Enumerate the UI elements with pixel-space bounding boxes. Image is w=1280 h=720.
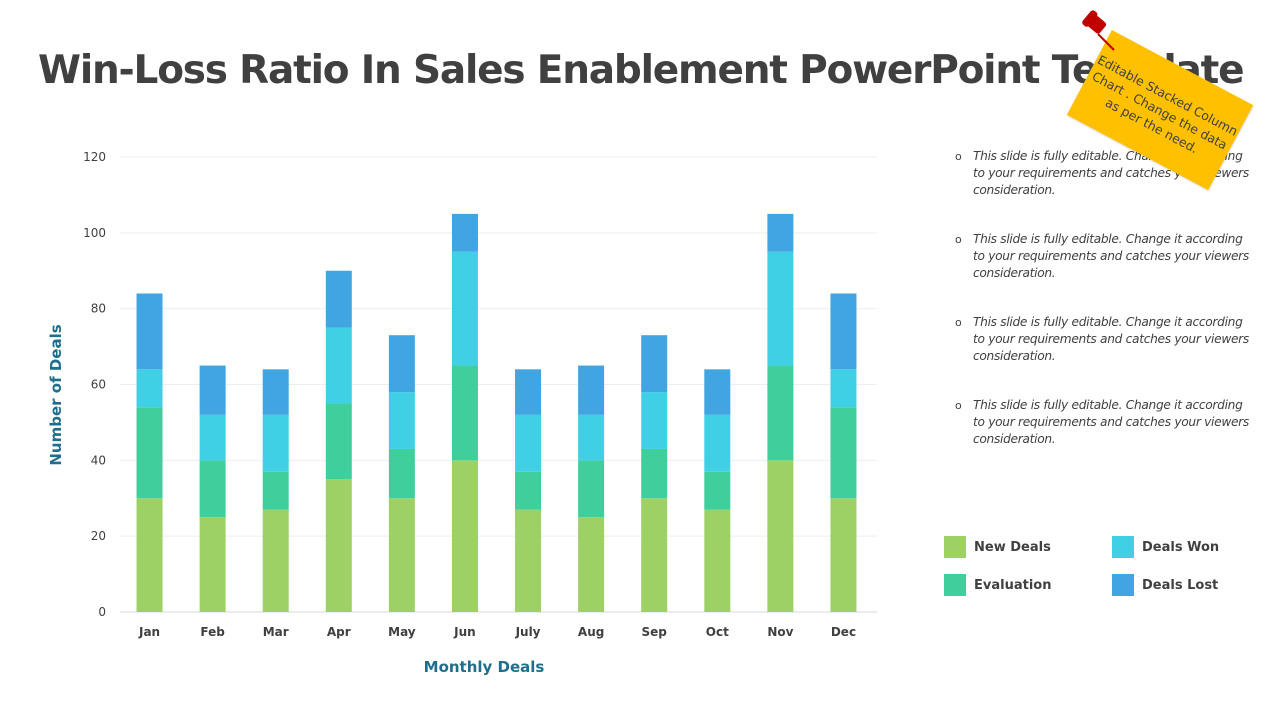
- bar-segment-evaluation: [388, 448, 415, 499]
- x-tick-label: Dec: [831, 625, 856, 639]
- bar-segment-deals-lost: [578, 365, 605, 415]
- legend-label: Deals Won: [1142, 539, 1220, 555]
- bar-segment-evaluation: [830, 407, 857, 499]
- y-tick-label: 40: [91, 453, 106, 467]
- legend-label: Evaluation: [974, 577, 1052, 593]
- x-tick-label: Jan: [138, 625, 160, 639]
- legend-item-new-deals: New Deals: [944, 536, 1051, 558]
- bar-segment-evaluation: [325, 403, 352, 480]
- legend-swatch: [944, 574, 966, 596]
- slide-title: Win-Loss Ratio In Sales Enablement Power…: [38, 48, 1245, 93]
- bar-segment-deals-won: [136, 369, 163, 408]
- x-tick-label: Feb: [200, 625, 225, 639]
- legend-item-evaluation: Evaluation: [944, 574, 1051, 596]
- legend-swatch: [1112, 574, 1134, 596]
- bar-segment-new-deals: [262, 509, 289, 612]
- x-tick-label: Sep: [642, 625, 668, 639]
- x-tick-label: May: [388, 625, 416, 639]
- bullet-item: o This slide is fully editable. Change i…: [955, 231, 1255, 282]
- bar-segment-new-deals: [136, 498, 163, 612]
- y-tick-label: 0: [98, 605, 106, 619]
- bullet-glyph: o: [955, 233, 962, 246]
- bar-segment-deals-lost: [515, 369, 542, 415]
- bar-segment-deals-won: [451, 251, 478, 366]
- bullet-list: o This slide is fully editable. Change i…: [955, 148, 1255, 480]
- bar-segment-deals-lost: [451, 213, 478, 252]
- bar-segment-deals-won: [641, 392, 668, 449]
- bullet-glyph: o: [955, 316, 962, 329]
- bar-segment-evaluation: [704, 471, 731, 510]
- bar-segment-deals-won: [578, 414, 605, 461]
- x-tick-label: Apr: [327, 625, 351, 639]
- legend-swatch: [1112, 536, 1134, 558]
- x-axis-title: Monthly Deals: [424, 658, 545, 676]
- x-axis-ticks: Jan Feb Mar Apr May Jun July Aug Sep Oct Nov Dec: [138, 625, 856, 639]
- bar-segment-deals-won: [767, 251, 794, 366]
- bar-segment-deals-won: [325, 327, 352, 404]
- bar-segment-deals-lost: [641, 335, 668, 393]
- legend-item-deals-won: Deals Won: [1112, 536, 1219, 558]
- x-tick-label: Aug: [578, 625, 604, 639]
- bar-segment-new-deals: [830, 498, 857, 612]
- bar-segment-evaluation: [515, 471, 542, 510]
- bullet-glyph: o: [955, 399, 962, 412]
- x-tick-label: Mar: [263, 625, 289, 639]
- bar-segment-new-deals: [199, 517, 226, 612]
- legend-swatch: [944, 536, 966, 558]
- legend-label: New Deals: [974, 539, 1051, 555]
- legend-item-deals-lost: Deals Lost: [1112, 574, 1218, 596]
- bar-segment-deals-lost: [262, 369, 289, 415]
- bar-segment-evaluation: [641, 448, 668, 499]
- bar-segment-deals-lost: [704, 369, 731, 415]
- bar-segment-evaluation: [136, 407, 163, 499]
- y-axis-ticks: 0 20 40 60 80 100 120: [83, 150, 106, 619]
- bullet-text: This slide is fully editable. Change it …: [973, 315, 1249, 363]
- bar-segment-deals-won: [262, 414, 289, 472]
- bar-segment-evaluation: [262, 471, 289, 510]
- bar-segment-new-deals: [515, 509, 542, 612]
- legend-label: Deals Lost: [1142, 577, 1219, 593]
- bar-segment-evaluation: [451, 365, 478, 461]
- x-tick-label: Nov: [767, 625, 793, 639]
- bar-segment-deals-won: [704, 414, 731, 472]
- bar-segment-new-deals: [388, 498, 415, 612]
- bar-segment-evaluation: [578, 460, 605, 518]
- bar-segment-deals-lost: [199, 365, 226, 415]
- bar-segment-deals-won: [388, 392, 415, 449]
- bar-segment-new-deals: [704, 509, 731, 612]
- y-tick-label: 20: [91, 529, 106, 543]
- bullet-text: This slide is fully editable. Change it …: [973, 398, 1249, 446]
- bar-segment-new-deals: [578, 517, 605, 612]
- bar-segment-deals-lost: [325, 270, 352, 328]
- y-tick-label: 60: [91, 378, 106, 392]
- y-tick-label: 80: [91, 302, 106, 316]
- bullet-glyph: o: [955, 150, 962, 163]
- bar-segment-deals-won: [199, 414, 226, 461]
- bar-segment-deals-won: [830, 369, 857, 408]
- y-tick-label: 100: [83, 226, 106, 240]
- x-tick-label: Jun: [453, 625, 476, 639]
- bar-segment-evaluation: [199, 460, 226, 518]
- push-pin-icon: [1082, 10, 1115, 51]
- x-tick-label: Oct: [706, 625, 729, 639]
- bar-segment-evaluation: [767, 365, 794, 461]
- bar-segment-deals-lost: [136, 293, 163, 370]
- x-tick-label: July: [515, 625, 541, 639]
- bar-segment-deals-won: [515, 414, 542, 472]
- bar-segment-deals-lost: [388, 335, 415, 393]
- bar-segment-new-deals: [325, 479, 352, 612]
- bar-segment-deals-lost: [830, 293, 857, 370]
- y-axis-title: Number of Deals: [47, 324, 65, 465]
- y-tick-label: 120: [83, 150, 106, 164]
- bullet-item: o This slide is fully editable. Change i…: [955, 314, 1255, 365]
- bullet-text: This slide is fully editable. Change it …: [973, 232, 1249, 280]
- bar-segment-new-deals: [641, 498, 668, 612]
- gridlines: [120, 156, 877, 613]
- bullet-item: o This slide is fully editable. Change i…: [955, 397, 1255, 448]
- bar-segment-new-deals: [767, 460, 794, 612]
- bar-segment-new-deals: [451, 460, 478, 612]
- bar-segment-deals-lost: [767, 213, 794, 252]
- bars: [136, 213, 857, 612]
